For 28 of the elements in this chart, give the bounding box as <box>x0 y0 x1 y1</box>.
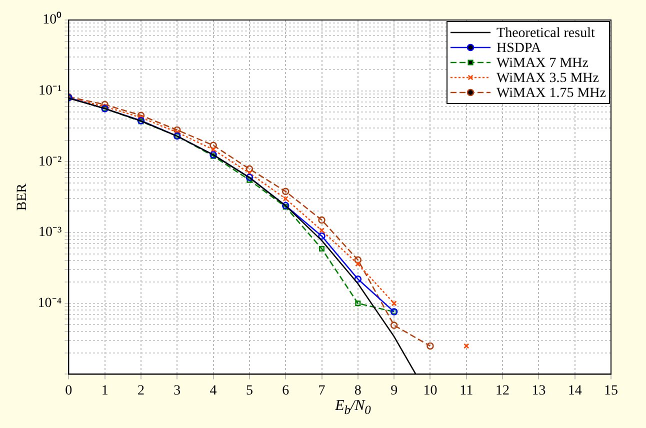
x-tick-label: 14 <box>568 383 582 398</box>
y-tick-label: 10⁻⁴ <box>38 296 62 312</box>
y-tick-label: 10⁰ <box>42 12 62 28</box>
x-tick-label: 0 <box>65 383 72 398</box>
x-tick-label: 15 <box>604 383 618 398</box>
legend-label: WiMAX 7 MHz <box>496 56 588 72</box>
legend-label: HSDPA <box>496 41 542 56</box>
legend-label: Theoretical result <box>496 26 595 42</box>
legend-label: WiMAX 1.75 MHz <box>496 86 606 102</box>
x-tick-label: 7 <box>318 383 326 398</box>
x-tick-label: 9 <box>390 383 398 398</box>
x-tick-label: 5 <box>246 383 253 398</box>
x-tick-label: 13 <box>532 383 546 398</box>
y-tick-label: 10⁻¹ <box>38 84 62 99</box>
x-axis-title: E$_{b}$/N$_{0}$ <box>334 398 372 418</box>
x-tick-label: 1 <box>101 383 108 398</box>
x-tick-label: 10 <box>423 383 438 398</box>
x-tick-label: 4 <box>210 383 217 398</box>
x-tick-label: 3 <box>174 383 181 398</box>
y-tick-label: 10⁻² <box>38 154 62 170</box>
legend-label: WiMAX 3.5 MHz <box>496 71 599 86</box>
x-tick-label: 12 <box>496 383 510 398</box>
x-tick-label: 6 <box>282 383 290 398</box>
y-axis-title: BER <box>15 182 30 211</box>
x-tick-label: 2 <box>137 383 144 398</box>
x-tick-label: 11 <box>460 383 474 398</box>
y-tick-label: 10⁻³ <box>38 225 62 240</box>
x-tick-label: 8 <box>354 383 362 398</box>
